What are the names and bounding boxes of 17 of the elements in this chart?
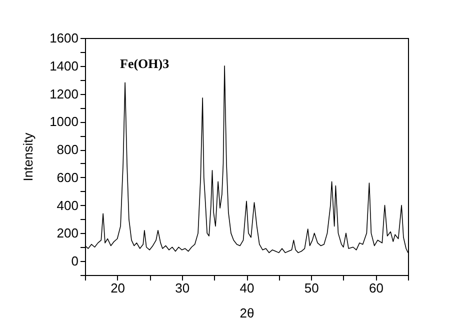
y-axis-title: Intensity [20,132,36,182]
x-tick-label: 20 [110,280,126,296]
y-tick-label: 800 [56,142,78,158]
x-tick-label: 30 [175,280,190,296]
y-tick-label: 1600 [50,30,78,46]
x-axis-title: 2θ [240,306,254,320]
annotation: Fe(OH)3 [120,56,170,71]
y-tick-label: 0 [71,254,78,269]
y-tick-label: 400 [56,198,78,213]
y-tick-label: 1000 [50,114,78,130]
y-tick-label: 1200 [50,86,78,102]
y-tick-label: 600 [56,170,78,185]
y-tick-label: 1400 [50,58,78,74]
x-tick-label: 50 [304,280,319,296]
y-tick-label: 200 [56,226,78,241]
x-tick-label: 60 [368,280,384,296]
x-tick-label: 40 [240,280,254,296]
